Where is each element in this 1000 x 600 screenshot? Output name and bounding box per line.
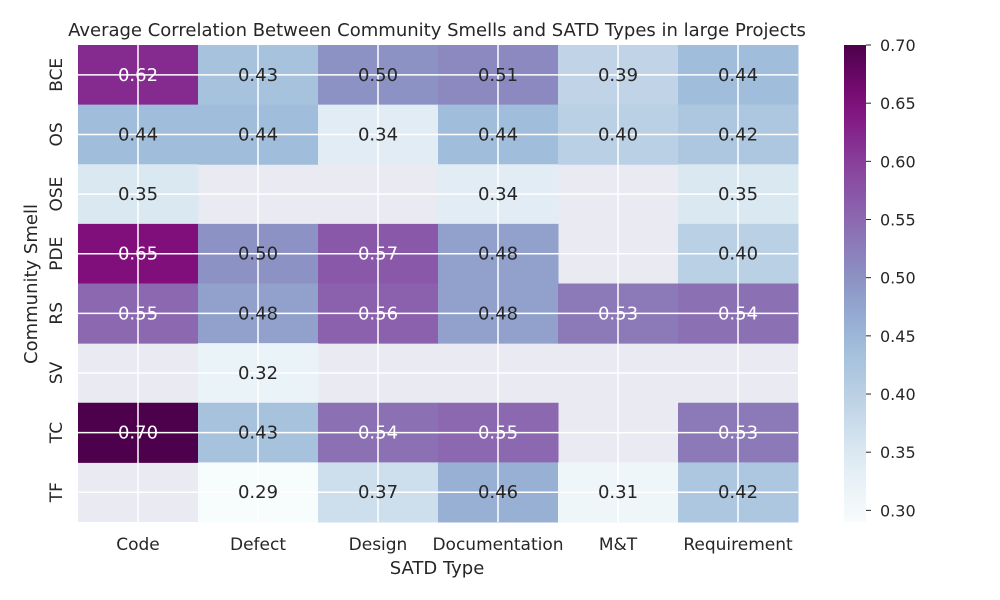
cell-value-label: 0.40: [598, 124, 638, 145]
colorbar-tick-label: 0.40: [880, 385, 916, 404]
cell-value-label: 0.34: [358, 124, 398, 145]
cell-value-label: 0.34: [478, 184, 518, 205]
colorbar-tick-label: 0.60: [880, 152, 916, 171]
cell-value-label: 0.39: [598, 65, 638, 86]
heatmap-cells: [78, 45, 799, 523]
x-tick-label: Defect: [230, 535, 286, 555]
cell-value-label: 0.44: [478, 124, 518, 145]
x-tick-labels: Code Defect Design Documentation M&T Requirem…: [116, 535, 793, 555]
cell-value-label: 0.42: [718, 482, 758, 503]
cell-value-label: 0.50: [358, 65, 398, 86]
cell-value-label: 0.40: [718, 244, 758, 265]
cell-value-label: 0.46: [478, 482, 518, 503]
colorbar-tick-label: 0.45: [880, 327, 916, 346]
cell-value-label: 0.55: [118, 303, 158, 324]
cell-value-label: 0.56: [358, 303, 398, 324]
cell-value-label: 0.42: [718, 124, 758, 145]
colorbar-tick-label: 0.30: [880, 501, 916, 520]
chart-title: Average Correlation Between Community Sm…: [68, 20, 806, 41]
colorbar-tick-labels: 0.30 0.35 0.40 0.45 0.50 0.55 0.60 0.65 0.70: [866, 36, 916, 520]
colorbar-tick-label: 0.70: [880, 36, 916, 55]
cell-value-label: 0.37: [358, 482, 398, 503]
y-tick-label: RS: [47, 302, 67, 325]
cell-value-label: 0.32: [238, 363, 278, 384]
cell-value-labels: 0.62 0.43 0.50 0.51 0.39 0.44 0.44 0.44 0.34 0.44…: [118, 65, 758, 503]
colorbar-tick-label: 0.50: [880, 269, 916, 288]
y-tick-label: TF: [47, 482, 67, 503]
cell-value-label: 0.35: [718, 184, 758, 205]
cell-value-label: 0.53: [718, 423, 758, 444]
y-tick-label: BCE: [47, 58, 67, 92]
y-tick-label: TC: [47, 422, 67, 444]
grid-lines: [78, 45, 798, 522]
cell-value-label: 0.54: [718, 303, 758, 324]
colorbar-tick-label: 0.55: [880, 211, 916, 230]
cell-value-label: 0.48: [478, 303, 518, 324]
cell-value-label: 0.44: [238, 124, 278, 145]
x-tick-label: Design: [349, 535, 408, 555]
cell-value-label: 0.48: [478, 244, 518, 265]
y-tick-label: OS: [47, 122, 67, 146]
y-tick-label: OSE: [47, 177, 67, 212]
colorbar: [844, 45, 866, 522]
cell-value-label: 0.55: [478, 423, 518, 444]
x-tick-label: Requirement: [683, 535, 793, 555]
cell-value-label: 0.48: [238, 303, 278, 324]
cell-value-label: 0.29: [238, 482, 278, 503]
cell-value-label: 0.31: [598, 482, 638, 503]
cell-value-label: 0.53: [598, 303, 638, 324]
cell-value-label: 0.70: [118, 423, 158, 444]
x-tick-label: Documentation: [432, 535, 563, 555]
cell-value-label: 0.51: [478, 65, 518, 86]
x-tick-label: Code: [116, 535, 160, 555]
cell-value-label: 0.54: [358, 423, 398, 444]
cell-value-label: 0.65: [118, 244, 158, 265]
cell-value-label: 0.43: [238, 65, 278, 86]
cell-value-label: 0.44: [118, 124, 158, 145]
cell-value-label: 0.62: [118, 65, 158, 86]
cell-value-label: 0.43: [238, 423, 278, 444]
y-tick-labels: BCE OS OSE PDE RS SV TC TF: [47, 58, 67, 503]
x-tick-label: M&T: [599, 535, 638, 555]
x-axis-label: SATD Type: [390, 558, 485, 579]
y-tick-label: SV: [47, 361, 67, 384]
y-axis-label: Community Smell: [21, 204, 42, 364]
colorbar-tick-label: 0.35: [880, 443, 916, 462]
cell-value-label: 0.35: [118, 184, 158, 205]
cell-value-label: 0.57: [358, 244, 398, 265]
colorbar-tick-label: 0.65: [880, 94, 916, 113]
cell-value-label: 0.44: [718, 65, 758, 86]
cell-value-label: 0.50: [238, 244, 278, 265]
y-tick-label: PDE: [47, 237, 67, 271]
